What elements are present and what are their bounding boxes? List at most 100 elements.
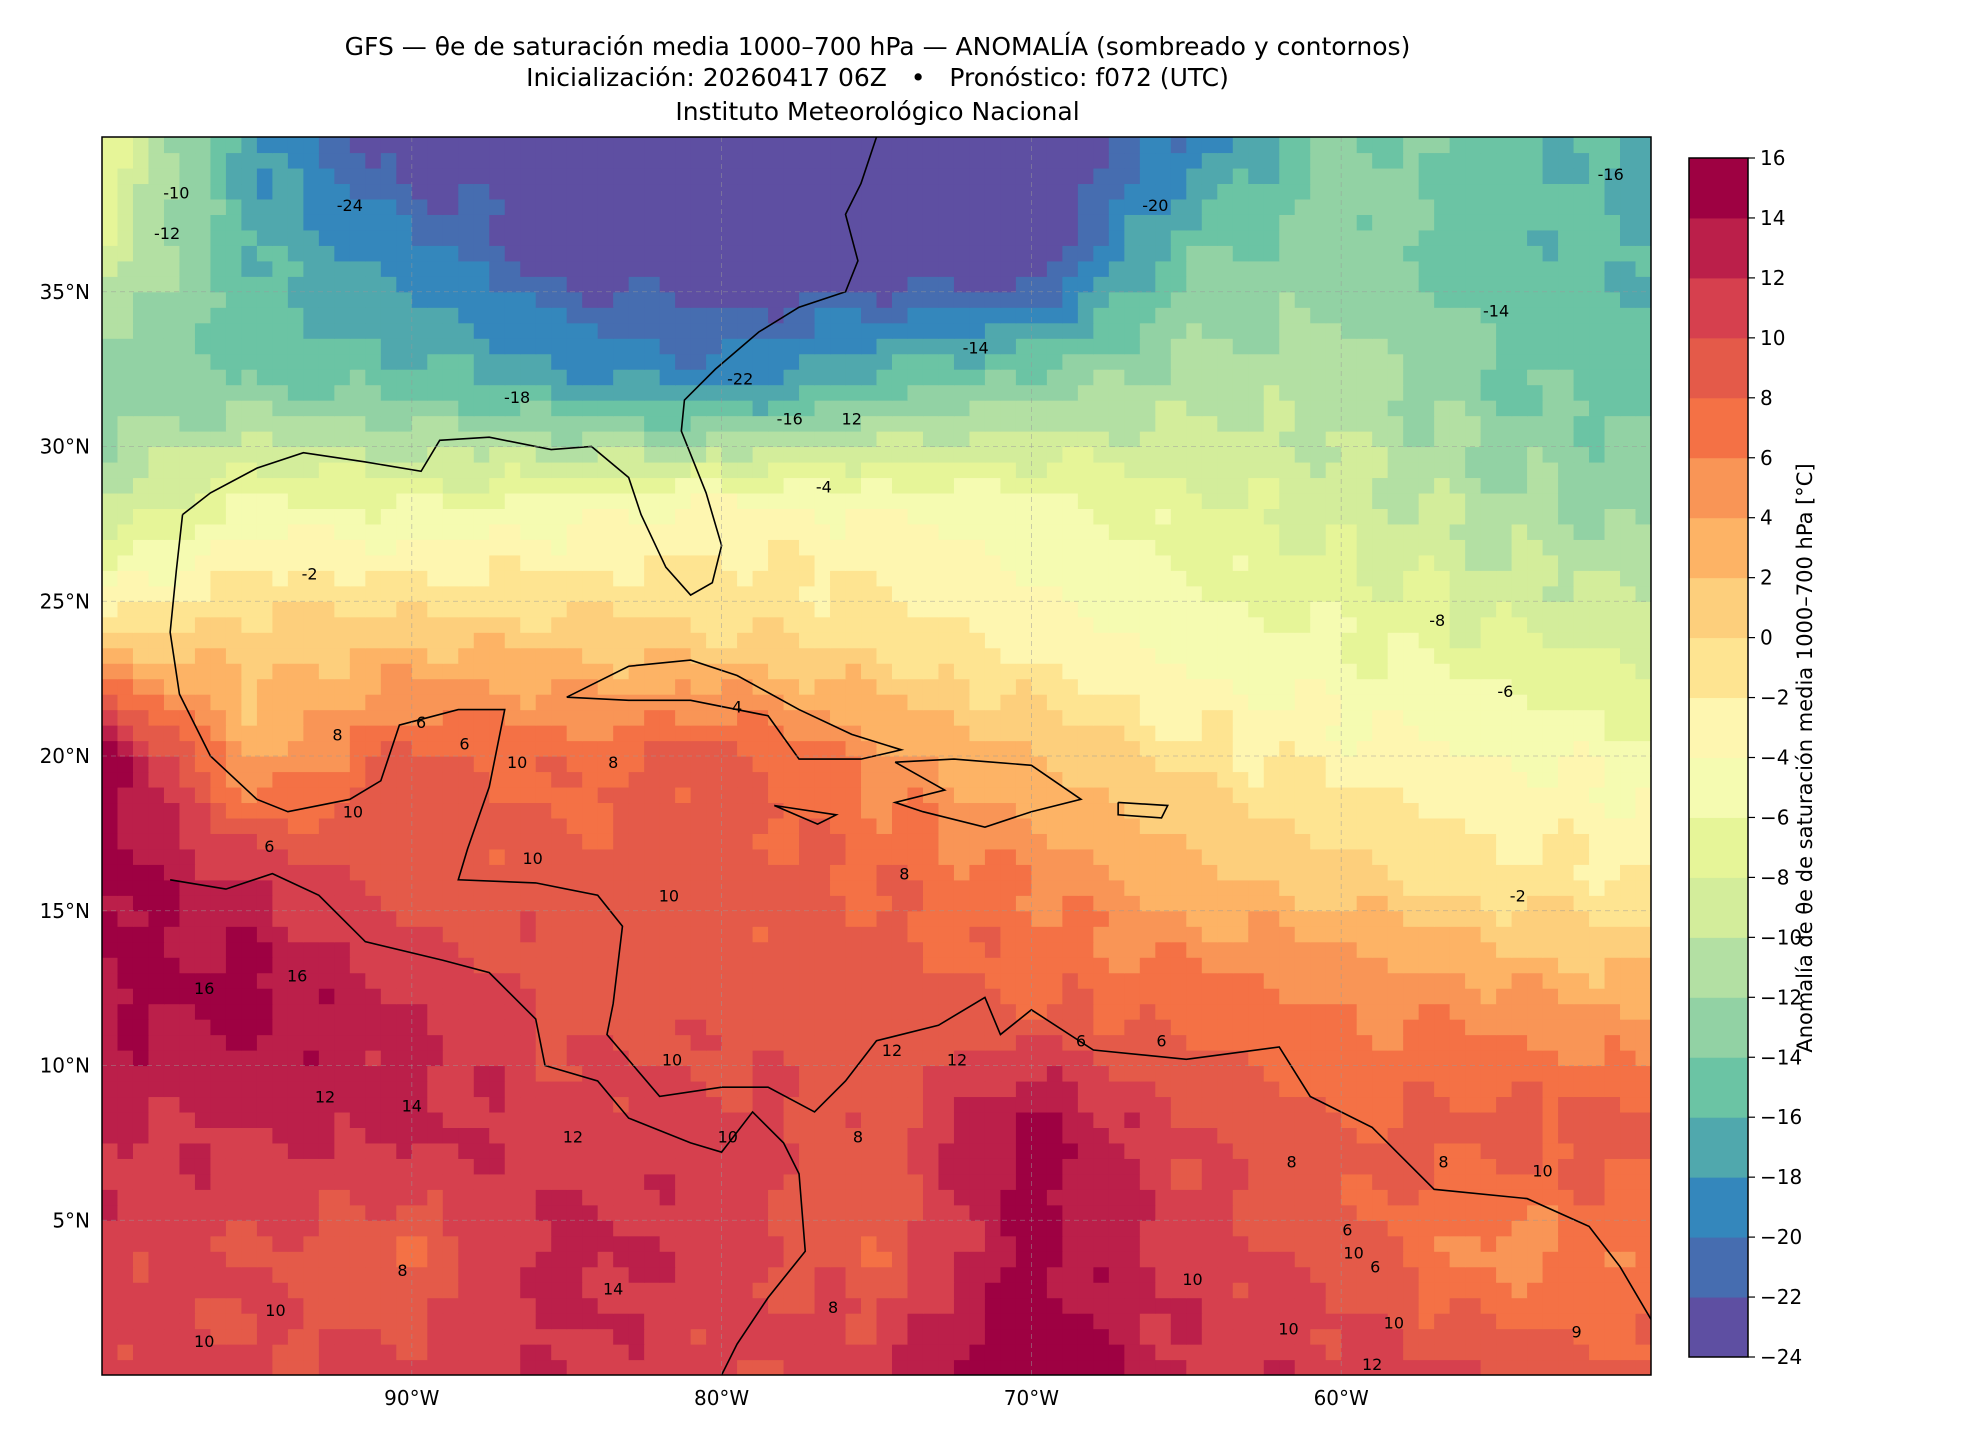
field-cell <box>1589 647 1606 664</box>
field-cell <box>1000 1189 1017 1206</box>
field-cell <box>411 1220 428 1237</box>
field-cell <box>1031 1034 1048 1051</box>
field-cell <box>1589 1266 1606 1283</box>
field-cell <box>1325 694 1342 711</box>
field-cell <box>1139 1220 1156 1237</box>
field-cell <box>1418 678 1435 695</box>
field-cell <box>706 678 723 695</box>
field-cell <box>1635 725 1651 742</box>
field-cell <box>891 910 909 927</box>
field-cell <box>1527 771 1544 788</box>
field-cell <box>830 1034 847 1051</box>
field-cell <box>1201 1142 1218 1159</box>
field-cell <box>1248 647 1265 664</box>
field-cell <box>814 972 831 989</box>
field-cell <box>318 1127 335 1144</box>
field-cell <box>597 817 614 834</box>
field-cell <box>334 756 351 773</box>
field-cell <box>117 740 134 757</box>
field-cell <box>644 632 661 649</box>
field-cell <box>1511 1235 1528 1252</box>
field-cell <box>256 725 273 742</box>
field-cell <box>1434 895 1451 912</box>
field-cell <box>1170 1003 1187 1020</box>
field-cell <box>582 771 599 788</box>
field-cell <box>1155 1297 1172 1314</box>
field-cell <box>1310 957 1327 974</box>
field-cell <box>1015 647 1032 664</box>
field-cell <box>1434 694 1451 711</box>
field-cell <box>613 895 630 912</box>
field-cell <box>1387 1065 1404 1082</box>
field-cell <box>922 1189 940 1206</box>
field-cell <box>938 848 955 865</box>
field-cell <box>1558 1251 1575 1268</box>
field-cell <box>148 678 165 695</box>
field-cell <box>1418 817 1435 834</box>
field-cell <box>1046 1080 1063 1098</box>
field-cell <box>1418 1359 1435 1375</box>
field-cell <box>504 1158 521 1175</box>
field-cell <box>1077 725 1094 742</box>
field-cell <box>1093 1050 1110 1067</box>
field-cell <box>489 817 506 834</box>
field-cell <box>1418 1080 1435 1098</box>
field-cell <box>1418 848 1435 865</box>
field-cell <box>690 1050 707 1067</box>
field-cell <box>768 895 785 912</box>
field-cell <box>1279 1034 1296 1051</box>
field-cell <box>1558 1235 1575 1252</box>
field-cell <box>1356 616 1373 633</box>
field-cell <box>721 910 738 927</box>
field-cell <box>1310 1220 1327 1237</box>
field-cell <box>1263 1173 1280 1190</box>
field-cell <box>1403 802 1420 819</box>
field-cell <box>1294 1251 1311 1268</box>
field-cell <box>287 632 304 649</box>
field-cell <box>845 1050 862 1067</box>
field-cell <box>1449 1173 1466 1190</box>
field-cell <box>953 725 971 742</box>
field-cell <box>210 1096 227 1113</box>
field-cell <box>1170 833 1187 850</box>
field-cell <box>1542 1359 1559 1375</box>
field-cell <box>287 1328 304 1345</box>
field-cell <box>799 972 816 989</box>
field-cell <box>504 817 521 834</box>
field-cell <box>1093 972 1110 989</box>
field-cell <box>1155 895 1172 912</box>
field-cell <box>1589 802 1606 819</box>
field-cell <box>597 632 614 649</box>
field-cell <box>473 1297 490 1314</box>
field-cell <box>799 1158 816 1175</box>
field-cell <box>907 1344 924 1361</box>
field-cell <box>1077 756 1094 773</box>
field-cell <box>566 1003 583 1020</box>
field-cell <box>690 1359 707 1375</box>
field-cell <box>1232 988 1249 1005</box>
field-cell <box>1341 678 1358 695</box>
field-cell <box>210 1127 227 1144</box>
field-cell <box>1263 848 1280 865</box>
field-cell <box>1418 941 1435 958</box>
field-cell <box>1558 817 1575 834</box>
field-cell <box>148 771 165 788</box>
field-cell <box>194 817 212 834</box>
field-cell <box>473 864 490 881</box>
field-cell <box>1093 678 1110 695</box>
field-cell <box>380 972 397 989</box>
field-cell <box>272 1111 289 1128</box>
field-cell <box>768 833 785 850</box>
field-cell <box>891 1019 909 1036</box>
field-cell <box>427 1003 444 1020</box>
field-cell <box>845 864 862 881</box>
field-cell <box>752 756 769 773</box>
field-cell <box>628 972 645 989</box>
field-cell <box>535 1034 552 1051</box>
field-cell <box>690 802 707 819</box>
field-cell <box>814 988 831 1005</box>
field-cell <box>1217 1003 1234 1020</box>
field-cell <box>1077 910 1094 927</box>
field-cell <box>1077 864 1094 881</box>
field-cell <box>1263 1003 1280 1020</box>
